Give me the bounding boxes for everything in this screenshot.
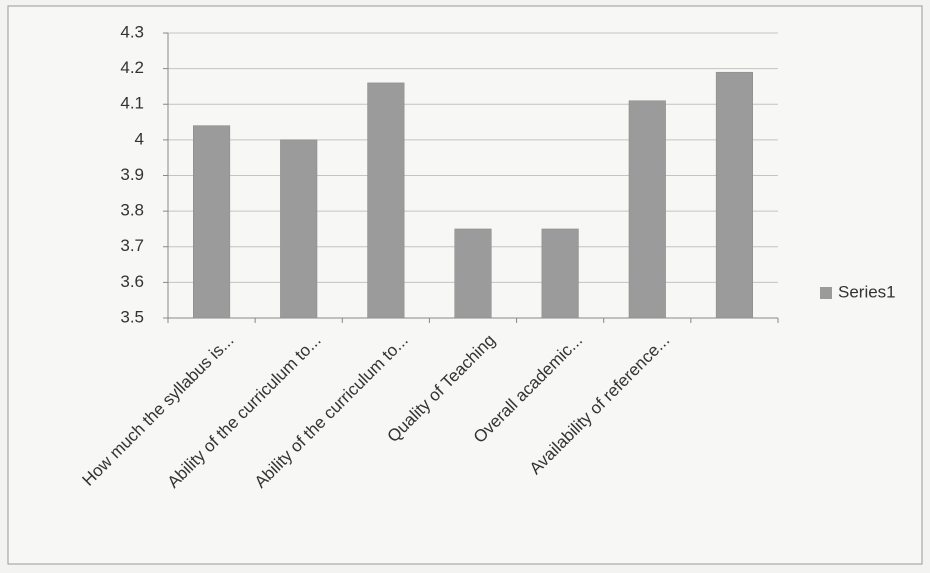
bar (280, 139, 318, 319)
bar (541, 228, 579, 319)
y-tick-label: 3.5 (120, 307, 144, 326)
y-tick-label: 4 (135, 129, 144, 148)
y-tick-label: 3.7 (120, 236, 144, 255)
y-tick-label: 4.1 (120, 94, 144, 113)
y-tick-label: 3.9 (120, 165, 144, 184)
y-tick-label: 4.3 (120, 22, 144, 41)
legend-swatch (820, 287, 832, 299)
bar (367, 82, 405, 319)
y-tick-label: 4.2 (120, 58, 144, 77)
legend-label: Series1 (838, 282, 896, 301)
bar (193, 125, 231, 319)
bar (715, 71, 753, 319)
bar (628, 100, 666, 319)
y-tick-label: 3.8 (120, 201, 144, 220)
bar (454, 228, 492, 319)
y-tick-label: 3.6 (120, 272, 144, 291)
